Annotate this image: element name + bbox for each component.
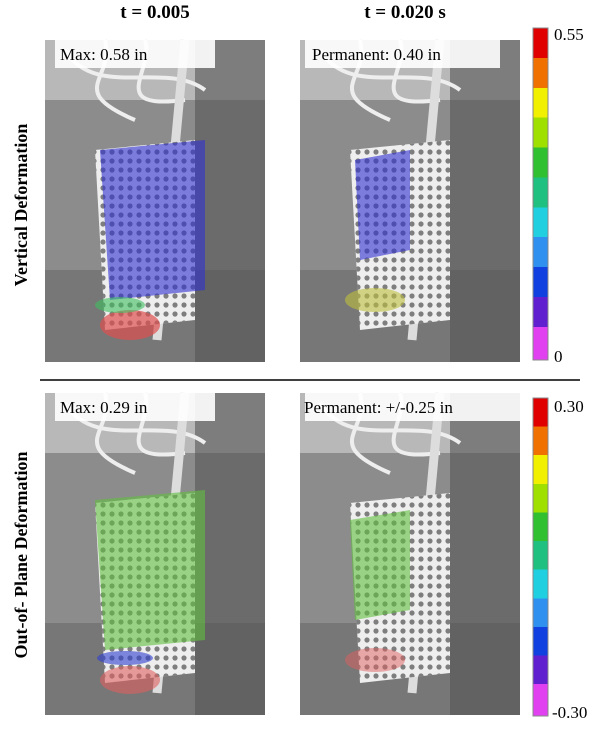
figure-canvas: t = 0.005 t = 0.020 s Max: 0.58 in Perma…	[0, 0, 601, 746]
row-label: Out-of- Plane Deformation	[11, 452, 31, 659]
column-header: t = 0.005	[120, 2, 189, 23]
figure: t = 0.005 t = 0.020 s Max: 0.58 in Perma…	[0, 0, 601, 746]
panel-note: Permanent: 0.40 in	[312, 45, 441, 64]
panel-note: Max: 0.58 in	[60, 45, 148, 64]
colorbar-label: 0.55	[554, 25, 584, 44]
colorbar	[533, 398, 548, 716]
overlay	[355, 150, 410, 260]
colorbar	[533, 28, 548, 360]
overlay	[100, 666, 160, 694]
overlay	[100, 310, 160, 340]
colorbar-label: 0.30	[554, 397, 584, 416]
overlay	[97, 651, 153, 665]
panel-note: Max: 0.29 in	[60, 398, 148, 417]
panel-note: Permanent: +/-0.25 in	[304, 398, 453, 417]
overlay	[345, 288, 405, 312]
colorbar-label: -0.30	[552, 703, 587, 722]
overlay	[95, 297, 145, 313]
colorbar-label: 0	[554, 347, 563, 366]
overlay	[95, 490, 205, 650]
overlay	[100, 140, 205, 300]
overlay	[345, 648, 405, 672]
row-label: Vertical Deformation	[11, 124, 31, 287]
column-header: t = 0.020 s	[364, 2, 446, 23]
overlay	[350, 510, 410, 620]
